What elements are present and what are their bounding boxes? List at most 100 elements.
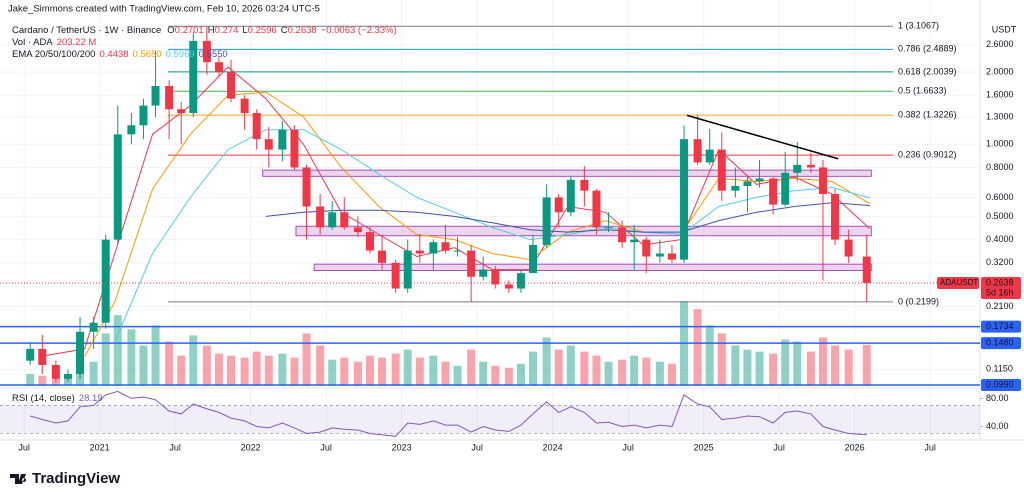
- x-tick-label: Jul: [320, 442, 332, 452]
- level-tag: [981, 320, 1021, 333]
- ohlc-label: O: [167, 25, 174, 36]
- volume-bar: [542, 337, 551, 386]
- volume-bar: [667, 363, 676, 386]
- volume-bar: [202, 345, 211, 386]
- volume-bar: [529, 351, 538, 386]
- y-tick-label: 1.0000: [986, 139, 1014, 149]
- volume-bar: [755, 351, 764, 386]
- ema-readout: 0.5969: [166, 49, 195, 60]
- candle-body: [113, 134, 122, 240]
- candle-body: [316, 206, 325, 228]
- candle-body: [793, 164, 802, 173]
- ema-line: [39, 66, 871, 358]
- volume-bar: [101, 333, 110, 386]
- last-price-name: ADAUSDT: [940, 278, 978, 287]
- candle-body: [189, 40, 198, 114]
- volume-bar: [252, 351, 261, 386]
- candle-body: [743, 181, 752, 186]
- candle-body: [769, 178, 778, 205]
- volume-bar: [177, 355, 186, 386]
- candle-body: [542, 197, 551, 245]
- volume-readout: 203.22 M: [57, 37, 97, 48]
- candle-body: [264, 139, 273, 150]
- volume-bar: [844, 349, 853, 386]
- logo: [10, 474, 27, 484]
- candle-body: [862, 256, 871, 283]
- ohlc-value: 0.2596: [248, 25, 277, 36]
- volume-bar: [340, 357, 349, 386]
- logo-mark: [10, 474, 27, 484]
- candle-body: [831, 194, 840, 240]
- volume-bar: [290, 357, 299, 386]
- level-label: 0.0990: [986, 379, 1014, 389]
- level-label: 0.1734: [986, 321, 1014, 331]
- candle-body: [554, 197, 563, 213]
- ema-readout: 0.5550: [199, 49, 228, 60]
- rsi-tick-label: 40.00: [986, 421, 1009, 431]
- volume-bar: [580, 351, 589, 386]
- x-tick-label: Jul: [169, 442, 181, 452]
- candle-body: [516, 273, 525, 289]
- volume-bar: [429, 355, 438, 386]
- candle-body: [717, 149, 726, 191]
- candle-body: [328, 212, 337, 228]
- candle-body: [240, 98, 249, 114]
- volume-bar: [139, 345, 148, 386]
- change: −0.0063 (−2.33%): [321, 25, 397, 36]
- candle-body: [592, 190, 601, 228]
- y-tick-label: 2.6000: [986, 39, 1014, 49]
- zone: [262, 169, 872, 177]
- level-tag: [981, 378, 1021, 391]
- volume-name: Vol · ADA: [12, 37, 53, 48]
- volume-bar: [38, 375, 47, 386]
- y-tick-label: 1.3000: [986, 111, 1014, 121]
- candle-body: [89, 322, 98, 332]
- ema-line: [84, 91, 871, 357]
- candle-body: [667, 253, 676, 260]
- y-tick-label: 2.0000: [986, 66, 1014, 76]
- volume-bar: [693, 309, 702, 386]
- candle-body: [38, 348, 47, 365]
- candle-body: [566, 179, 575, 213]
- volume-bar: [151, 325, 160, 386]
- volume-bar: [705, 325, 714, 386]
- volume-bar: [189, 335, 198, 386]
- y-tick-label: 0.3200: [986, 257, 1014, 267]
- trendline: [686, 114, 839, 160]
- volume-bar: [717, 333, 726, 386]
- candle-body: [818, 167, 827, 195]
- candle-body: [290, 129, 299, 168]
- x-tick-label: Jul: [773, 442, 785, 452]
- candle-body: [491, 269, 500, 285]
- volume-bar: [818, 337, 827, 386]
- volume-bar: [743, 349, 752, 386]
- volume-bar: [831, 345, 840, 386]
- candle-body: [705, 149, 714, 163]
- candle-body: [127, 125, 136, 135]
- candle-body: [63, 373, 72, 379]
- candle-body: [467, 250, 476, 277]
- candle-body: [441, 242, 450, 251]
- last-price-name-tag: [937, 276, 979, 289]
- rsi-line: [30, 390, 867, 437]
- candle-body: [151, 86, 160, 106]
- last-price-value: 0.2638: [986, 277, 1014, 287]
- volume-bar: [769, 353, 778, 386]
- x-tick-label: 2021: [90, 442, 110, 452]
- candle-body: [479, 269, 488, 277]
- level-label: 0.1480: [986, 337, 1014, 347]
- x-tick-label: 2025: [694, 442, 714, 452]
- candle-body: [429, 242, 438, 254]
- fib-label: 0 (0.2199): [898, 296, 939, 306]
- ohlc: O0.2701 H0.274 L0.2596 C0.2638: [167, 25, 316, 36]
- candle-body: [101, 239, 110, 323]
- volume-bar: [378, 357, 387, 386]
- volume-bar: [806, 351, 815, 386]
- candle-body: [604, 227, 613, 229]
- ohlc-label: C: [281, 25, 288, 36]
- volume-bar: [618, 359, 627, 386]
- ema-line: [114, 129, 870, 342]
- ema-line: [265, 202, 870, 233]
- volume-bar: [642, 357, 651, 386]
